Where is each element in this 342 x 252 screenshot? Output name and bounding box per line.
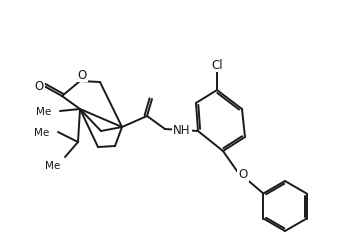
- Text: Cl: Cl: [211, 58, 223, 71]
- Text: Me: Me: [36, 107, 51, 116]
- Text: Me: Me: [45, 160, 60, 170]
- Text: O: O: [35, 79, 44, 92]
- Text: O: O: [238, 168, 248, 181]
- Text: NH: NH: [173, 124, 190, 137]
- Text: Me: Me: [34, 128, 49, 137]
- Text: O: O: [77, 68, 87, 81]
